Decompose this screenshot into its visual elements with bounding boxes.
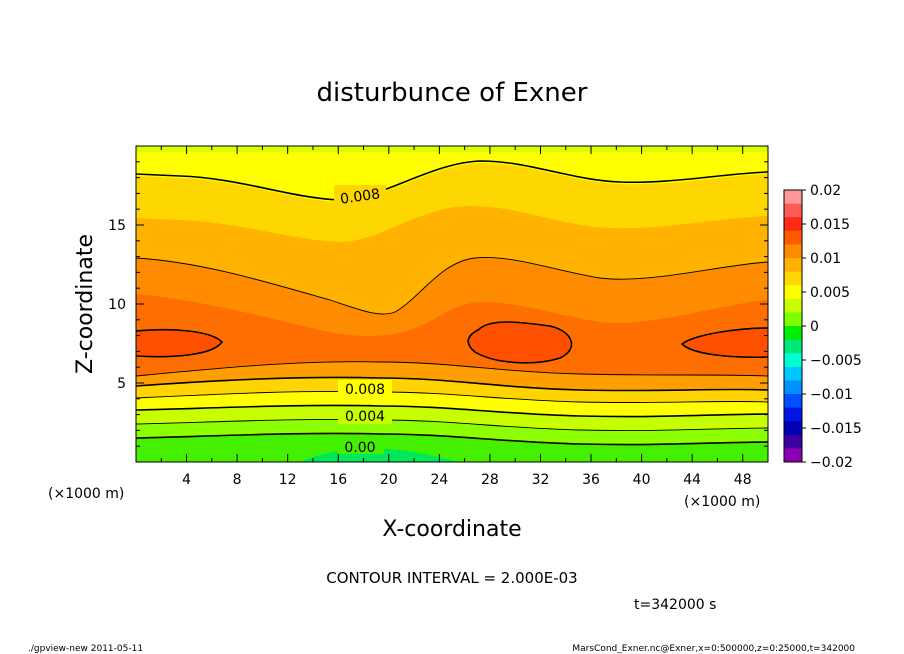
colorbar: 0.02 0.015 0.01 0.005 0 −0.005 −0.01 −0.015 −0.0…: [783, 183, 862, 471]
colorbar-swatch: [784, 230, 802, 245]
colorbar-tick-label: −0.01: [810, 387, 853, 403]
x-tick-label: 24: [430, 472, 448, 488]
colorbar-tick-label: −0.015: [810, 421, 862, 437]
footer-left: ./gpview-new 2011-05-11: [28, 644, 143, 654]
colorbar-swatch: [784, 285, 802, 300]
colorbar-tick-label: 0.02: [810, 183, 841, 199]
colorbar-swatch: [784, 203, 802, 218]
contour-line: [136, 361, 768, 377]
contour-field: [136, 146, 768, 462]
y-axis: 5 10 15: [108, 161, 768, 447]
colorbar-tick-label: 0: [810, 319, 819, 335]
x-tick-label: 4: [182, 472, 191, 488]
x-axis-label: X-coordinate: [382, 517, 521, 542]
colorbar-swatch: [784, 353, 802, 368]
colorbar-tick-label: 0.015: [810, 217, 850, 233]
contour-label: 0.004: [345, 409, 385, 425]
colorbar-swatch: [784, 421, 802, 436]
time-stamp: t=342000 s: [634, 597, 716, 613]
contour-line: [136, 256, 768, 315]
contour-interval: CONTOUR INTERVAL = 2.000E-03: [326, 569, 577, 587]
colorbar-tick-label: −0.005: [810, 353, 862, 369]
x-tick-label: 40: [633, 472, 651, 488]
colorbar-swatch: [784, 258, 802, 273]
x-tick-label: 36: [582, 472, 600, 488]
x-tick-label: 8: [233, 472, 242, 488]
colorbar-swatch: [784, 271, 802, 286]
contour-line: [136, 160, 768, 201]
y-tick-label: 10: [108, 297, 126, 313]
x-tick-label: 28: [481, 472, 499, 488]
y-tick-label: 5: [117, 376, 126, 392]
contour-line: [136, 391, 768, 404]
chart-title: disturbunce of Exner: [317, 78, 588, 108]
contour-line: [136, 328, 224, 358]
colorbar-tick-label: −0.02: [810, 455, 853, 471]
colorbar-swatch: [784, 244, 802, 259]
y-axis-label: Z-coordinate: [73, 234, 98, 374]
x-unit-right: (×1000 m): [684, 494, 760, 510]
x-tick-label: 48: [734, 472, 752, 488]
contour-label: 0.008: [345, 382, 385, 398]
x-tick-label: 16: [329, 472, 347, 488]
colorbar-swatch: [784, 312, 802, 327]
colorbar-swatch: [784, 407, 802, 422]
colorbar-swatch: [784, 326, 802, 341]
y-tick-label: 15: [108, 218, 126, 234]
x-axis: 4 8 12 16 20 24 28 32 36 40 44 48: [160, 146, 752, 488]
contour-line: [680, 327, 768, 359]
colorbar-swatch: [784, 448, 802, 463]
contour-lines: [136, 160, 768, 446]
x-tick-label: 32: [532, 472, 550, 488]
colorbar-swatch: [784, 217, 802, 232]
x-tick-label: 44: [683, 472, 701, 488]
contour-line: [136, 376, 768, 392]
band-0.000-0.002: [136, 433, 768, 462]
x-tick-label: 12: [279, 472, 297, 488]
x-unit-left: (×1000 m): [48, 486, 124, 502]
max-region-right: [682, 328, 768, 358]
colorbar-swatch: [784, 339, 802, 354]
colorbar-swatch: [784, 190, 802, 205]
colorbar-tick-label: 0.01: [810, 251, 841, 267]
contour-line: [467, 321, 573, 364]
contour-line: [136, 404, 768, 418]
contour-line: [136, 419, 768, 432]
contour-label: 0.008: [339, 186, 381, 207]
contour-labels: 0.008 0.008 0.004 0.00: [334, 185, 392, 456]
colorbar-tick-label: 0.005: [810, 285, 850, 301]
colorbar-swatch: [784, 394, 802, 409]
colorbar-swatch: [784, 366, 802, 381]
colorbar-swatch: [784, 298, 802, 313]
colorbar-swatch: [784, 434, 802, 449]
band-upper-green-tint: [136, 146, 768, 152]
x-tick-label: 20: [380, 472, 398, 488]
contour-label: 0.00: [344, 440, 375, 456]
max-region-left: [136, 329, 222, 357]
footer-right: MarsCond_Exner.nc@Exner,x=0:500000,z=0:2…: [572, 644, 855, 654]
contour-line: [136, 432, 768, 446]
colorbar-swatch: [784, 380, 802, 395]
max-region-center: [468, 322, 572, 363]
